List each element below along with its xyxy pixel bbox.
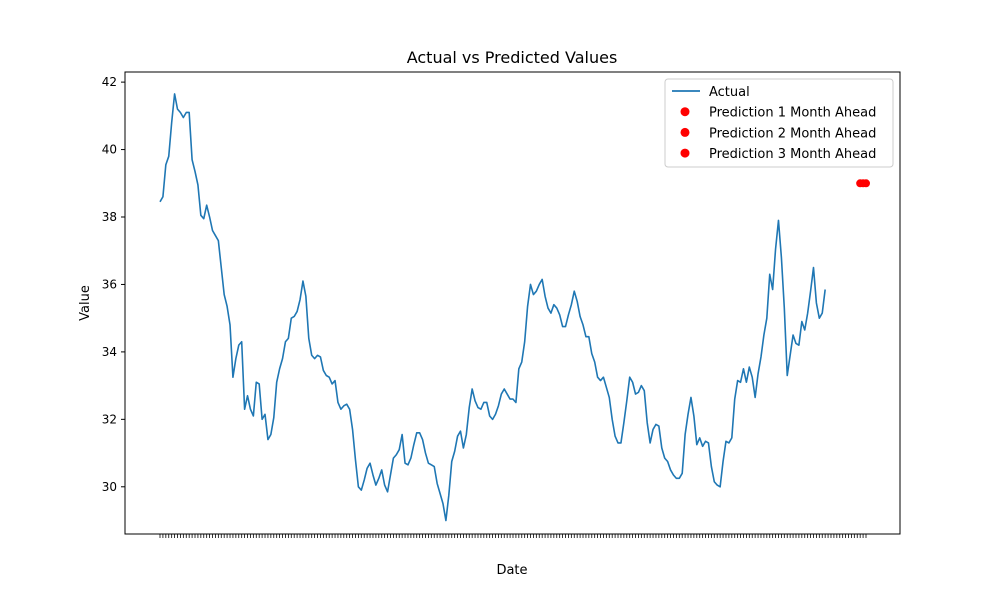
y-tick-label: 36: [102, 277, 117, 291]
y-axis-label: Value: [78, 285, 93, 321]
y-tick-label: 30: [102, 480, 117, 494]
y-tick-label: 32: [102, 412, 117, 426]
legend-box: [664, 78, 894, 168]
legend: Actual Prediction 1 Month Ahead Prediction…: [664, 78, 894, 168]
x-axis-label: Date: [496, 563, 527, 578]
x-axis-ticks: [159, 534, 867, 538]
plot-area-frame: [124, 71, 901, 535]
legend-label: Prediction 3 Month Ahead: [709, 147, 876, 162]
legend-marker-swatch: [680, 107, 690, 117]
plot-series: [159, 93, 870, 522]
chart-title: Actual vs Predicted Values: [407, 48, 618, 67]
legend-label: Prediction 2 Month Ahead: [709, 126, 876, 141]
y-axis-ticks: 30 32 34 36 38 40 42: [102, 75, 125, 494]
y-tick-label: 40: [102, 143, 117, 157]
legend-marker-swatch: [680, 127, 690, 137]
y-tick-label: 42: [102, 75, 117, 89]
y-tick-label: 34: [102, 345, 117, 359]
legend-label: Prediction 1 Month Ahead: [709, 106, 876, 121]
legend-marker-swatch: [680, 148, 690, 158]
y-tick-label: 38: [102, 210, 117, 224]
prediction-3-point: [862, 179, 870, 188]
legend-label: Actual: [709, 85, 750, 100]
actual-series-line: [159, 93, 826, 522]
